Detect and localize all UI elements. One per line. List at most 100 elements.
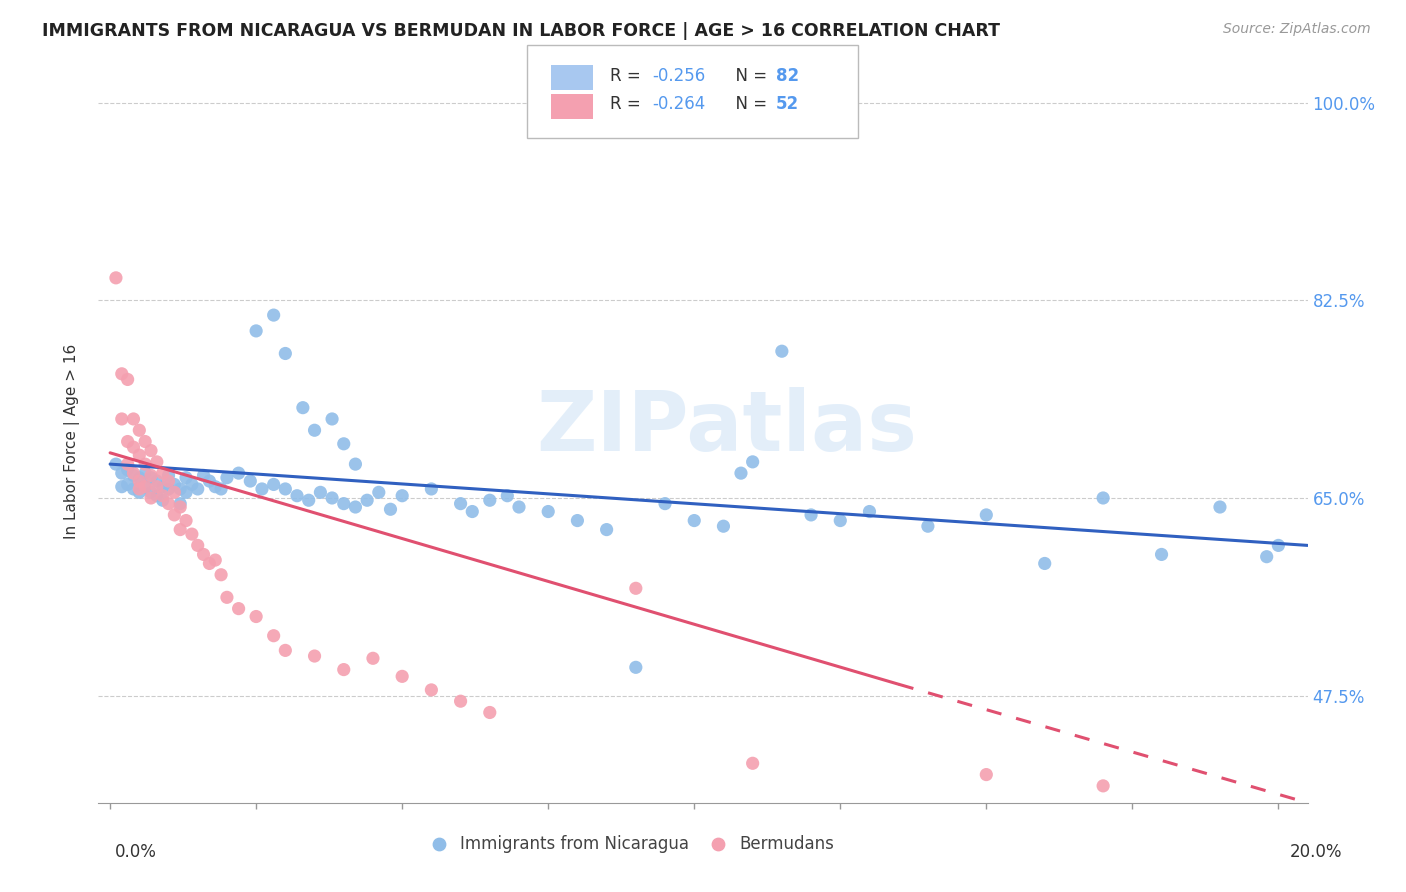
Point — [1209, 500, 1232, 514]
Text: R =: R = — [610, 95, 647, 113]
Point — [508, 500, 530, 514]
Point — [1267, 538, 1289, 552]
Text: 82: 82 — [776, 67, 799, 85]
Point — [361, 651, 384, 665]
Point — [134, 480, 156, 494]
Point — [174, 514, 197, 528]
Text: 0.0%: 0.0% — [115, 843, 157, 861]
Point — [204, 480, 226, 494]
Point — [228, 466, 250, 480]
Point — [741, 455, 763, 469]
Point — [187, 538, 209, 552]
Point — [134, 480, 156, 494]
Point — [274, 643, 297, 657]
Point — [122, 440, 145, 454]
Point — [204, 553, 226, 567]
Point — [128, 448, 150, 462]
Point — [285, 489, 308, 503]
Point — [770, 344, 793, 359]
Point — [128, 485, 150, 500]
Point — [595, 523, 617, 537]
Point — [344, 457, 367, 471]
Point — [128, 474, 150, 488]
Point — [152, 466, 174, 480]
Text: Source: ZipAtlas.com: Source: ZipAtlas.com — [1223, 22, 1371, 37]
Point — [239, 474, 262, 488]
Point — [263, 308, 285, 322]
Point — [332, 663, 354, 677]
Point — [152, 493, 174, 508]
Point — [274, 482, 297, 496]
Point — [263, 629, 285, 643]
Point — [122, 412, 145, 426]
Point — [163, 485, 186, 500]
Point — [111, 480, 134, 494]
Point — [152, 489, 174, 503]
Point — [356, 493, 378, 508]
Point — [624, 582, 647, 596]
Point — [163, 508, 186, 522]
Point — [111, 367, 134, 381]
Point — [152, 480, 174, 494]
Y-axis label: In Labor Force | Age > 16: In Labor Force | Age > 16 — [63, 344, 80, 539]
Text: N =: N = — [725, 95, 773, 113]
Point — [139, 491, 162, 505]
Point — [1092, 779, 1115, 793]
Point — [134, 457, 156, 471]
Point — [122, 468, 145, 483]
Point — [298, 493, 321, 508]
Point — [117, 372, 139, 386]
Point — [146, 480, 169, 494]
Point — [321, 412, 343, 426]
Point — [654, 497, 676, 511]
Point — [917, 519, 939, 533]
Point — [193, 548, 215, 562]
Point — [391, 489, 413, 503]
Point — [420, 682, 443, 697]
Point — [111, 466, 134, 480]
Point — [128, 470, 150, 484]
Point — [146, 474, 169, 488]
Point — [128, 482, 150, 496]
Text: N =: N = — [725, 67, 773, 85]
Point — [117, 434, 139, 449]
Point — [309, 485, 332, 500]
Point — [157, 468, 180, 483]
Point — [169, 523, 191, 537]
Point — [180, 477, 202, 491]
Point — [683, 514, 706, 528]
Point — [180, 527, 202, 541]
Point — [174, 470, 197, 484]
Point — [122, 466, 145, 480]
Point — [134, 466, 156, 480]
Point — [193, 468, 215, 483]
Point — [117, 477, 139, 491]
Point — [215, 470, 238, 484]
Point — [117, 463, 139, 477]
Point — [344, 500, 367, 514]
Point — [157, 497, 180, 511]
Text: -0.256: -0.256 — [652, 67, 706, 85]
Point — [122, 482, 145, 496]
Point — [139, 470, 162, 484]
Point — [146, 455, 169, 469]
Point — [146, 489, 169, 503]
Point — [104, 270, 127, 285]
Text: 20.0%: 20.0% — [1291, 843, 1343, 861]
Point — [111, 412, 134, 426]
Point — [830, 514, 852, 528]
Point — [730, 466, 752, 480]
Point — [169, 500, 191, 514]
Point — [391, 669, 413, 683]
Point — [450, 497, 472, 511]
Point — [800, 508, 823, 522]
Point — [209, 482, 232, 496]
Point — [332, 497, 354, 511]
Text: IMMIGRANTS FROM NICARAGUA VS BERMUDAN IN LABOR FORCE | AGE > 16 CORRELATION CHAR: IMMIGRANTS FROM NICARAGUA VS BERMUDAN IN… — [42, 22, 1000, 40]
Point — [117, 457, 139, 471]
Point — [496, 489, 519, 503]
Point — [169, 482, 191, 496]
Point — [304, 648, 326, 663]
Point — [367, 485, 389, 500]
Point — [304, 423, 326, 437]
